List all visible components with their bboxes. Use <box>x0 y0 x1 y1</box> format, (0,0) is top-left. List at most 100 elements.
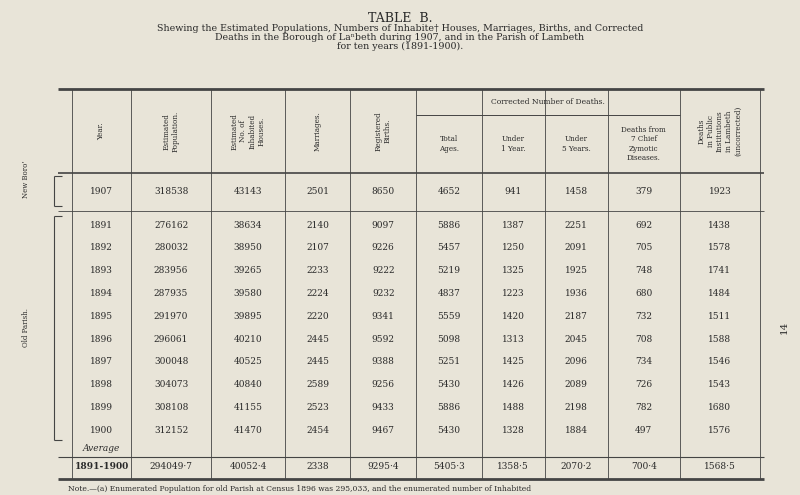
Text: 1488: 1488 <box>502 403 525 412</box>
Text: 40840: 40840 <box>234 380 262 389</box>
Text: 1511: 1511 <box>708 312 731 321</box>
Text: 39580: 39580 <box>234 289 262 298</box>
Text: 5405·3: 5405·3 <box>433 462 465 471</box>
Text: New Boro’: New Boro’ <box>22 160 30 198</box>
Text: TABLE  B.: TABLE B. <box>368 12 432 25</box>
Text: 280032: 280032 <box>154 244 188 252</box>
Text: 296061: 296061 <box>154 335 188 344</box>
Text: 1923: 1923 <box>709 187 731 196</box>
Text: 2198: 2198 <box>565 403 587 412</box>
Text: 14: 14 <box>779 321 789 334</box>
Text: 1897: 1897 <box>90 357 113 366</box>
Text: 1425: 1425 <box>502 357 525 366</box>
Text: 2089: 2089 <box>565 380 587 389</box>
Text: 40052·4: 40052·4 <box>230 462 266 471</box>
Text: 1578: 1578 <box>708 244 731 252</box>
Text: 1438: 1438 <box>709 221 731 230</box>
Text: 1884: 1884 <box>565 426 588 435</box>
Text: 5219: 5219 <box>438 266 460 275</box>
Text: 692: 692 <box>635 221 652 230</box>
Text: 9592: 9592 <box>372 335 394 344</box>
Text: 39265: 39265 <box>234 266 262 275</box>
Text: 43143: 43143 <box>234 187 262 196</box>
Text: 2454: 2454 <box>306 426 330 435</box>
Text: 1891-1900: 1891-1900 <box>74 462 129 471</box>
Text: 5886: 5886 <box>437 221 460 230</box>
Text: Deaths from
7 Chief
Zymotic
Diseases.: Deaths from 7 Chief Zymotic Diseases. <box>622 126 666 162</box>
Text: 38634: 38634 <box>234 221 262 230</box>
Text: 734: 734 <box>635 357 652 366</box>
Text: 1898: 1898 <box>90 380 113 389</box>
Text: 1387: 1387 <box>502 221 525 230</box>
Text: 2070·2: 2070·2 <box>561 462 592 471</box>
Text: 1741: 1741 <box>708 266 731 275</box>
Text: 1892: 1892 <box>90 244 113 252</box>
Text: Note.—(a) Enumerated Population for old Parish at Census 1896 was 295,033, and t: Note.—(a) Enumerated Population for old … <box>68 485 531 493</box>
Text: 1895: 1895 <box>90 312 113 321</box>
Text: Estimated
Population.: Estimated Population. <box>162 110 180 152</box>
Text: 1896: 1896 <box>90 335 113 344</box>
Text: for ten years (1891-1900).: for ten years (1891-1900). <box>337 42 463 50</box>
Text: Estimated
No. of
Inhabited
Houses.: Estimated No. of Inhabited Houses. <box>230 113 266 149</box>
Text: Under
5 Years.: Under 5 Years. <box>562 136 590 152</box>
Text: Marriages.: Marriages. <box>314 111 322 151</box>
Text: 705: 705 <box>635 244 652 252</box>
Text: 1907: 1907 <box>90 187 113 196</box>
Text: 1894: 1894 <box>90 289 113 298</box>
Text: 1936: 1936 <box>565 289 587 298</box>
Text: 1893: 1893 <box>90 266 113 275</box>
Text: 1680: 1680 <box>708 403 731 412</box>
Text: 4837: 4837 <box>438 289 460 298</box>
Text: 1458: 1458 <box>565 187 588 196</box>
Text: 1576: 1576 <box>708 426 731 435</box>
Text: Under
1 Year.: Under 1 Year. <box>501 136 526 152</box>
Text: 304073: 304073 <box>154 380 188 389</box>
Text: Year.: Year. <box>98 122 106 140</box>
Text: 9433: 9433 <box>372 403 394 412</box>
Text: 9341: 9341 <box>372 312 394 321</box>
Text: Shewing the Estimated Populations, Numbers of Inhabite† Houses, Marriages, Birth: Shewing the Estimated Populations, Numbe… <box>157 24 643 33</box>
Text: 9226: 9226 <box>372 244 394 252</box>
Text: 9222: 9222 <box>372 266 394 275</box>
Text: 1313: 1313 <box>502 335 525 344</box>
Text: 294049·7: 294049·7 <box>150 462 193 471</box>
Text: 9295·4: 9295·4 <box>367 462 399 471</box>
Text: 2523: 2523 <box>306 403 329 412</box>
Text: 1543: 1543 <box>708 380 731 389</box>
Text: 2107: 2107 <box>306 244 329 252</box>
Text: 732: 732 <box>635 312 652 321</box>
Text: 5886: 5886 <box>437 403 460 412</box>
Text: 39895: 39895 <box>234 312 262 321</box>
Text: 308108: 308108 <box>154 403 188 412</box>
Text: 2220: 2220 <box>306 312 329 321</box>
Text: 2233: 2233 <box>306 266 329 275</box>
Text: Registered
Births.: Registered Births. <box>374 111 392 151</box>
Text: 1328: 1328 <box>502 426 525 435</box>
Text: 2445: 2445 <box>306 335 330 344</box>
Text: 41155: 41155 <box>234 403 262 412</box>
Text: Deaths in the Borough of Laⁿbeth during 1907, and in the Parish of Lambeth: Deaths in the Borough of Laⁿbeth during … <box>215 33 585 42</box>
Text: 5457: 5457 <box>437 244 460 252</box>
Text: Old Parish.: Old Parish. <box>22 308 30 347</box>
Text: Total
Ages.: Total Ages. <box>438 136 458 152</box>
Text: 2140: 2140 <box>306 221 329 230</box>
Text: 291970: 291970 <box>154 312 188 321</box>
Text: 1325: 1325 <box>502 266 525 275</box>
Text: 1250: 1250 <box>502 244 525 252</box>
Text: 9467: 9467 <box>372 426 394 435</box>
Text: 5430: 5430 <box>438 380 460 389</box>
Text: Average: Average <box>82 445 120 453</box>
Text: 2251: 2251 <box>565 221 587 230</box>
Text: 1223: 1223 <box>502 289 524 298</box>
Text: 708: 708 <box>635 335 652 344</box>
Text: 5098: 5098 <box>437 335 460 344</box>
Text: 1891: 1891 <box>90 221 113 230</box>
Text: 41470: 41470 <box>234 426 262 435</box>
Text: 941: 941 <box>505 187 522 196</box>
Text: 1899: 1899 <box>90 403 113 412</box>
Text: 700·4: 700·4 <box>630 462 657 471</box>
Text: 312152: 312152 <box>154 426 188 435</box>
Text: 9388: 9388 <box>372 357 394 366</box>
Text: 276162: 276162 <box>154 221 188 230</box>
Text: 680: 680 <box>635 289 652 298</box>
